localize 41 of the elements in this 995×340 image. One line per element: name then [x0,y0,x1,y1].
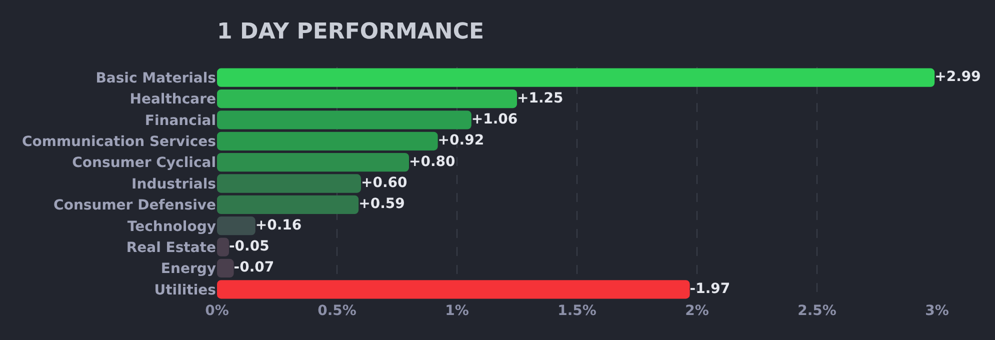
bar [217,68,935,87]
data-label: -1.97 [690,280,730,297]
data-label: +0.80 [409,154,456,170]
bar [217,216,256,236]
data-label: +2.99 [934,69,981,86]
bar [217,280,690,299]
data-label: +1.25 [517,90,564,106]
y-tick-label: Basic Materials [96,70,216,86]
y-tick-label: Healthcare [130,92,216,108]
y-tick-label: Real Estate [126,240,216,256]
y-tick-label: Consumer Cyclical [72,155,216,172]
bar [217,258,234,278]
y-tick-label: Industrials [132,176,216,192]
chart-title: 1 DAY PERFORMANCE [217,19,484,44]
data-label: +1.06 [471,111,518,128]
y-tick-label: Consumer Defensive [54,198,216,214]
bar [217,89,517,108]
y-tick-label: Communication Services [22,134,216,150]
x-tick-label: 2% [685,303,709,319]
data-label: +0.92 [438,132,484,149]
x-tick-label: 1.5% [558,303,596,319]
y-tick-label: Financial [144,112,216,129]
bar [217,195,359,214]
data-label: +0.60 [361,175,408,191]
data-label: +0.16 [255,217,302,234]
x-tick-label: 2.5% [798,303,836,319]
data-label: -0.07 [234,260,274,276]
data-label: +0.59 [358,196,405,212]
bar [217,238,229,256]
y-tick-label: Utilities [154,282,216,298]
x-tick-label: 3% [925,303,949,319]
bar [217,110,472,130]
y-tick-label: Technology [127,218,216,235]
x-tick-label: 0% [205,303,229,319]
x-tick-label: 0.5% [318,303,356,319]
x-tick-label: 1% [445,303,469,319]
bar [217,132,438,150]
data-label: -0.05 [229,238,270,255]
bar [217,153,409,172]
bar [217,174,361,193]
y-tick-label: Energy [160,261,216,278]
